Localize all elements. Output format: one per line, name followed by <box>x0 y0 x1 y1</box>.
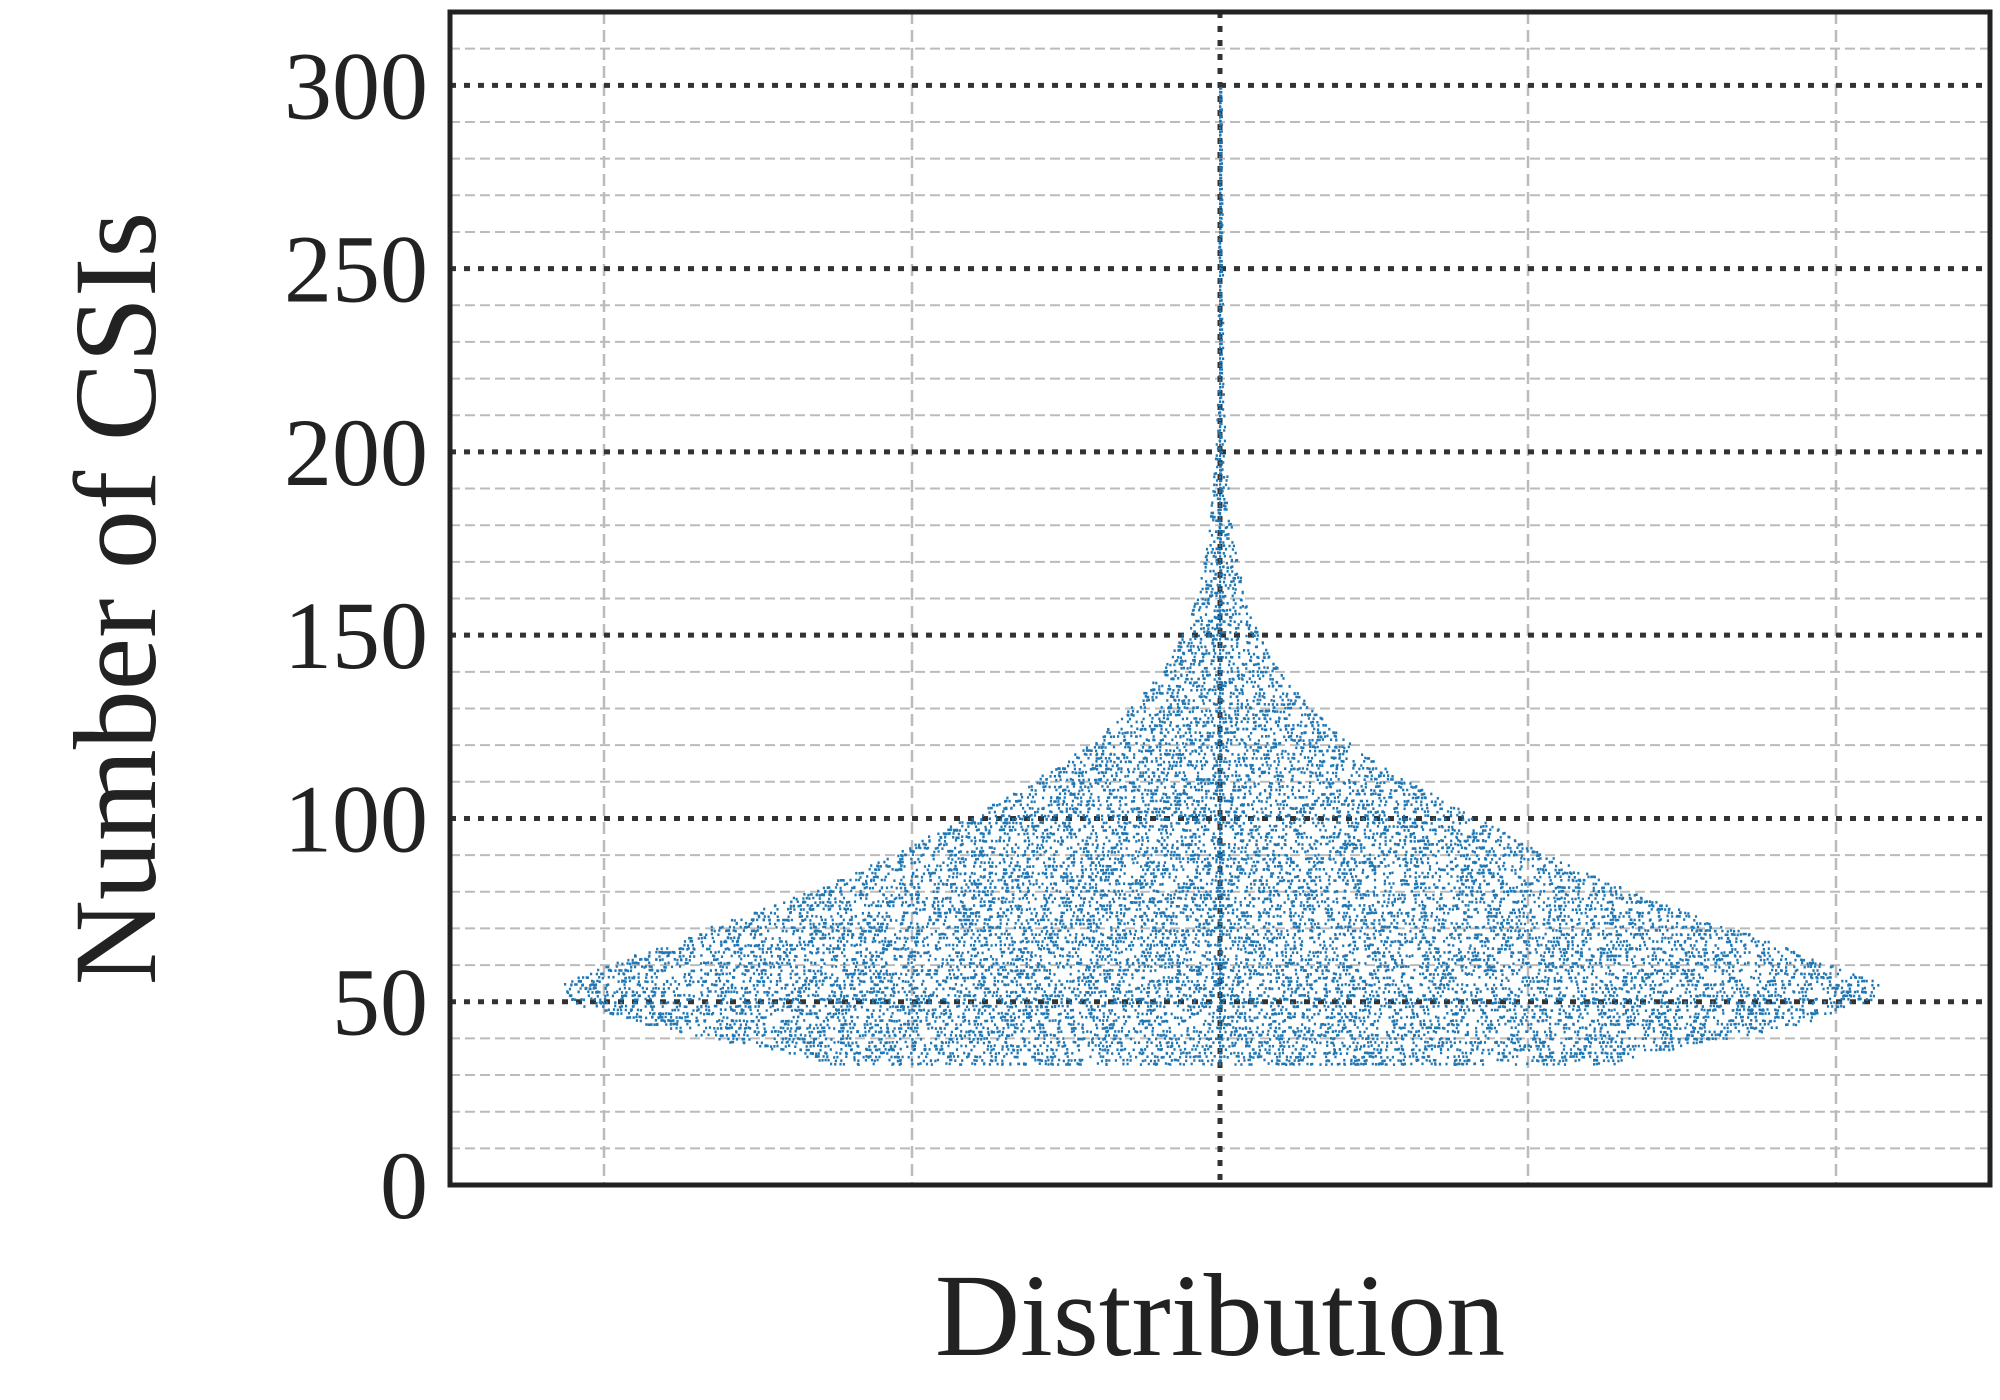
y-tick-labels: 0 50 100 150 200 250 300 <box>284 32 428 1239</box>
x-axis-label: Distribution <box>935 1250 1505 1381</box>
y-tick-label: 250 <box>284 216 428 323</box>
y-tick-label: 0 <box>380 1132 428 1239</box>
plot-frame <box>447 9 1993 1188</box>
y-tick-label: 300 <box>284 32 428 139</box>
violin-points <box>564 87 1880 1066</box>
violin-point-cloud <box>564 87 1880 1066</box>
y-tick-label: 50 <box>332 949 428 1056</box>
y-tick-label: 150 <box>284 582 428 689</box>
y-tick-label: 100 <box>284 765 428 872</box>
y-tick-label: 200 <box>284 399 428 506</box>
y-axis-label: Number of CSIs <box>50 212 181 986</box>
